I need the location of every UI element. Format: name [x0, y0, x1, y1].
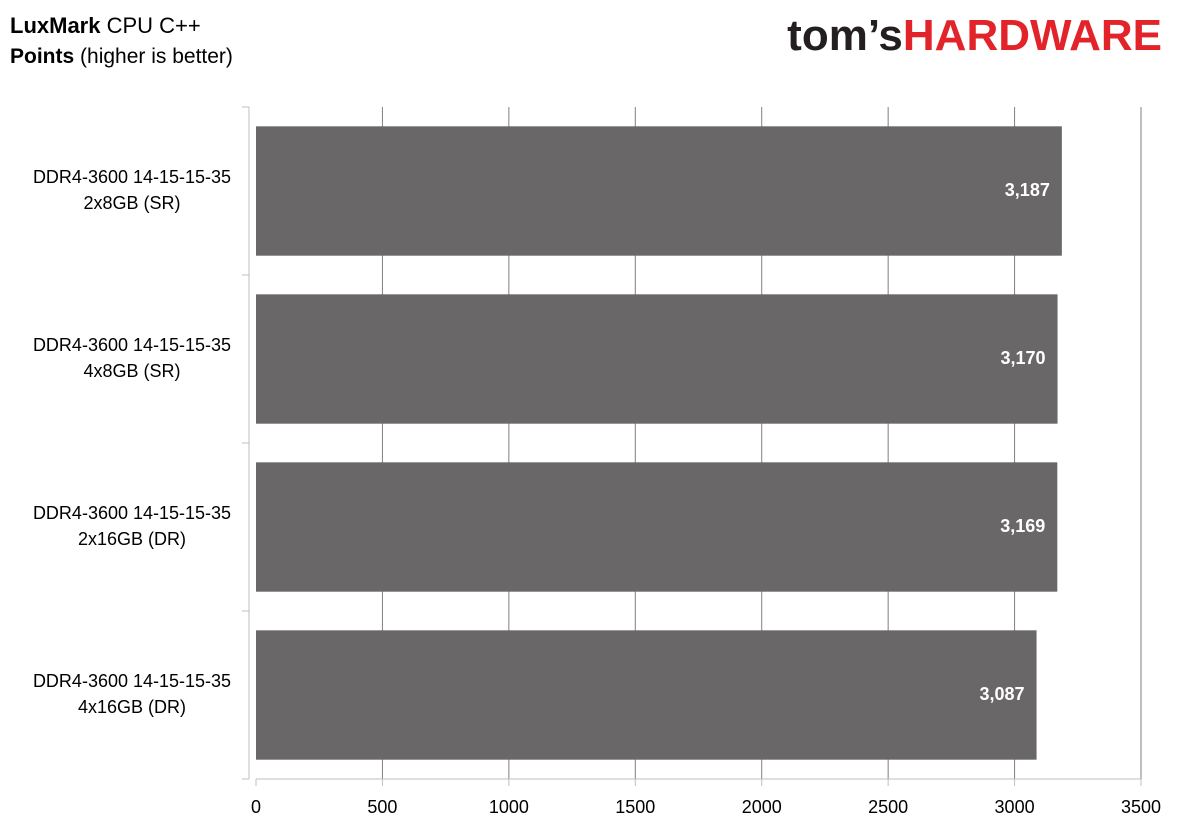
y-tick-label: DDR4-3600 14-15-15-35 — [33, 671, 231, 691]
x-tick-label: 2000 — [742, 797, 782, 817]
x-tick-label: 1500 — [615, 797, 655, 817]
bar — [256, 630, 1037, 760]
x-tick-label: 3000 — [995, 797, 1035, 817]
y-tick-label: 2x16GB (DR) — [78, 529, 186, 549]
logo-toms: tom’s — [787, 11, 903, 60]
data-label: 3,187 — [1005, 180, 1050, 200]
y-tick-label: DDR4-3600 14-15-15-35 — [33, 503, 231, 523]
chart-subtitle: Points (higher is better) — [10, 45, 233, 68]
bar — [256, 462, 1058, 592]
chart-title: LuxMark CPU C++ — [10, 13, 201, 38]
y-tick-label: 2x8GB (SR) — [83, 193, 180, 213]
data-label: 3,169 — [1000, 516, 1045, 536]
data-label: 3,087 — [980, 684, 1025, 704]
y-tick-label: DDR4-3600 14-15-15-35 — [33, 335, 231, 355]
logo-hardware: HARDWARE — [903, 11, 1162, 60]
x-tick-label: 1000 — [489, 797, 529, 817]
y-tick-label: 4x16GB (DR) — [78, 697, 186, 717]
y-tick-label: 4x8GB (SR) — [83, 361, 180, 381]
x-tick-label: 2500 — [868, 797, 908, 817]
x-tick-label: 500 — [367, 797, 397, 817]
bar — [256, 126, 1062, 256]
y-tick-label: DDR4-3600 14-15-15-35 — [33, 167, 231, 187]
data-label: 3,170 — [1001, 348, 1046, 368]
bar — [256, 294, 1058, 424]
title-bold: LuxMark — [10, 13, 101, 38]
x-tick-label: 0 — [251, 797, 261, 817]
subtitle-bold: Points — [10, 45, 74, 68]
logo: tom’sHARDWARE — [787, 11, 1162, 60]
x-tick-label: 3500 — [1121, 797, 1161, 817]
subtitle-rest: (higher is better) — [80, 45, 233, 68]
title-rest: CPU C++ — [107, 13, 201, 38]
